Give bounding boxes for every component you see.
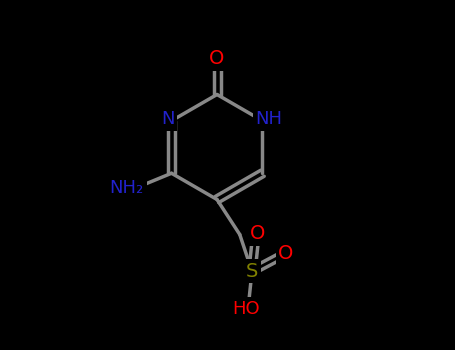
Text: N: N xyxy=(161,110,175,128)
Text: O: O xyxy=(249,224,265,243)
Text: O: O xyxy=(278,244,293,263)
Text: S: S xyxy=(246,262,258,281)
Text: O: O xyxy=(209,49,225,68)
Text: NH₂: NH₂ xyxy=(110,179,144,197)
Text: HO: HO xyxy=(232,300,259,318)
Text: NH: NH xyxy=(255,110,282,128)
